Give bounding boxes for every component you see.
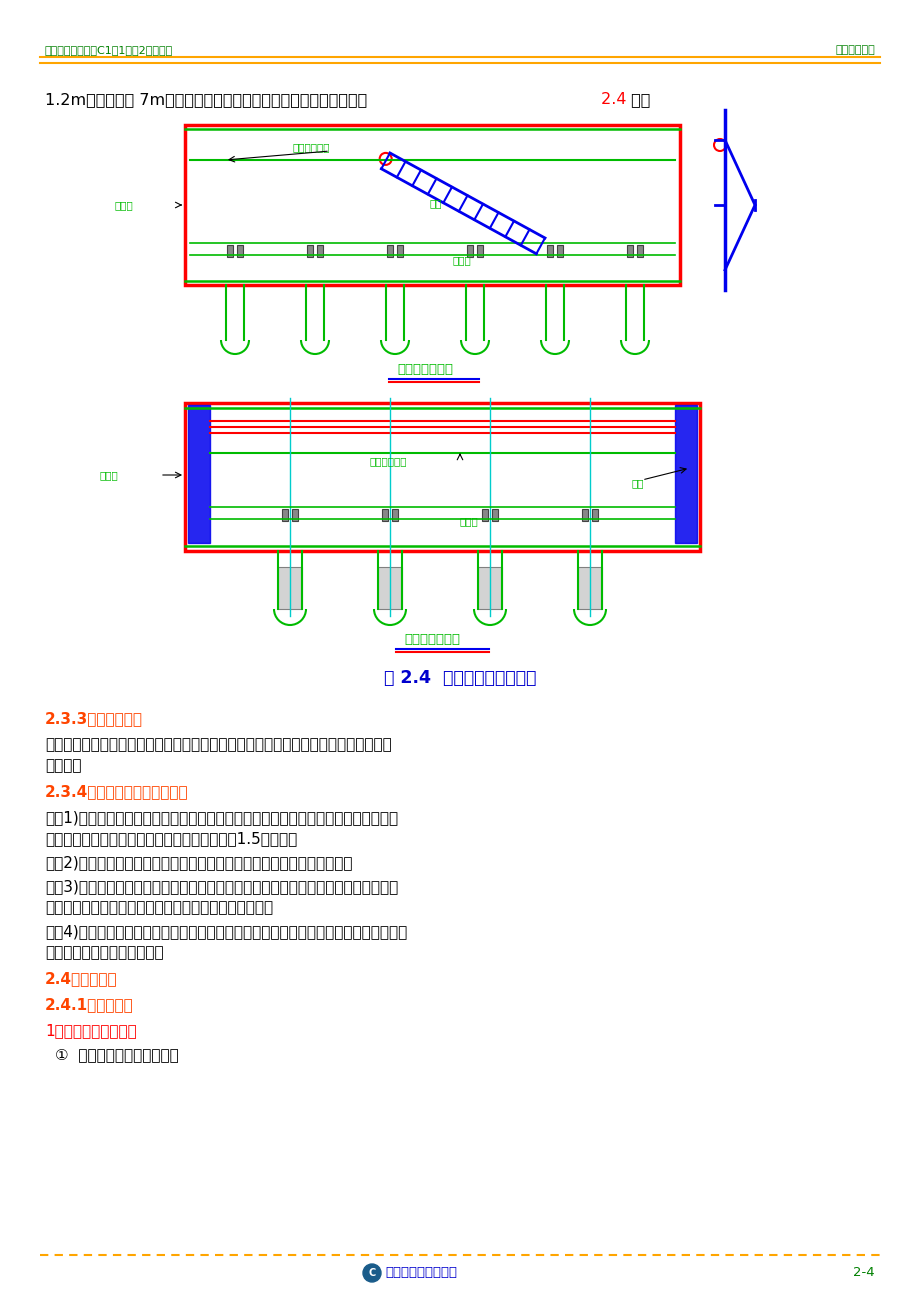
Bar xyxy=(307,245,312,256)
Text: 然后绑扎喇叭口钢筋的箍筋。: 然后绑扎喇叭口钢筋的箍筋。 xyxy=(45,945,164,960)
Bar xyxy=(636,245,642,256)
Text: 1.2m宽，总高度 7m的踏步斜楼梯，方便工作人员上下。其简图见图: 1.2m宽，总高度 7m的踏步斜楼梯，方便工作人员上下。其简图见图 xyxy=(45,92,367,107)
Text: 2.4: 2.4 xyxy=(596,92,626,107)
Bar xyxy=(675,405,697,543)
Bar xyxy=(378,566,402,609)
Bar xyxy=(381,509,388,521)
Text: 吊箱钢管内撑: 吊箱钢管内撑 xyxy=(292,142,330,152)
Bar xyxy=(317,245,323,256)
Text: 施工组织设计: 施工组织设计 xyxy=(834,46,874,55)
Bar xyxy=(185,404,699,551)
Bar xyxy=(187,405,210,543)
Text: 成压杆。: 成压杆。 xyxy=(45,758,82,773)
Bar xyxy=(467,245,472,256)
Bar xyxy=(482,509,487,521)
Text: 钢吊箱: 钢吊箱 xyxy=(115,201,133,210)
Text: 2-4: 2-4 xyxy=(853,1267,874,1280)
Text: 封底砼: 封底砼 xyxy=(460,516,478,526)
Bar xyxy=(387,245,392,256)
Bar xyxy=(627,245,632,256)
Text: 钢吊箱: 钢吊箱 xyxy=(100,470,119,480)
Bar xyxy=(237,245,243,256)
Bar xyxy=(582,509,587,521)
Bar xyxy=(556,245,562,256)
Bar xyxy=(577,566,601,609)
Bar xyxy=(492,509,497,521)
Text: ①  宜采用胶合板或钢模板。: ① 宜采用胶合板或钢模板。 xyxy=(55,1047,178,1062)
Text: 确保桩基混凝土质量，凿除混凝土标高控制在－1.5米左右；: 确保桩基混凝土质量，凿除混凝土标高控制在－1.5米左右； xyxy=(45,831,297,846)
Bar xyxy=(185,125,679,285)
Text: 斜梯: 斜梯 xyxy=(631,478,644,488)
Bar xyxy=(227,245,233,256)
Text: 图 2.4  吊箱壁人行通道简图: 图 2.4 吊箱壁人行通道简图 xyxy=(383,669,536,687)
Bar xyxy=(391,509,398,521)
Text: 吊箱钢管内撑: 吊箱钢管内撑 xyxy=(369,456,407,466)
Text: 2.3.3、护筒的割除: 2.3.3、护筒的割除 xyxy=(45,711,142,727)
Text: 吊箱棱梯立面图: 吊箱棱梯立面图 xyxy=(403,633,460,646)
Text: 封底砼: 封底砼 xyxy=(452,255,471,266)
Text: 1)、桩基混凝土浇注完成并初凝后，先凿除护筒内部分高出设计标高的混凝土，为: 1)、桩基混凝土浇注完成并初凝后，先凿除护筒内部分高出设计标高的混凝土，为 xyxy=(45,810,398,825)
Bar xyxy=(291,509,298,521)
Text: 吊箱棱梯侧面图: 吊箱棱梯侧面图 xyxy=(397,363,452,376)
Text: 示：: 示： xyxy=(625,92,650,107)
Bar xyxy=(397,245,403,256)
Bar xyxy=(278,566,301,609)
Text: 2.3.4、桩头及封底混凝土处理: 2.3.4、桩头及封底混凝土处理 xyxy=(45,784,188,799)
Text: 抽水、安装钢支撑同时，割除护筒，同时割除吊箱的拉杆，并逐步与护筒焊接，形: 抽水、安装钢支撑同时，割除护筒，同时割除吊箱的拉杆，并逐步与护筒焊接，形 xyxy=(45,737,391,753)
Circle shape xyxy=(363,1264,380,1282)
Text: 4)、封底混凝土处理完毕，将封底砼顶面打扫干净。并将桩顶伸出钢筋调直，理顺，: 4)、封底混凝土处理完毕，将封底砼顶面打扫干净。并将桩顶伸出钢筋调直，理顺， xyxy=(45,924,407,939)
Bar xyxy=(591,509,597,521)
Text: 斜梯: 斜梯 xyxy=(429,198,442,208)
Text: 2.4.1、模板设计: 2.4.1、模板设计 xyxy=(45,997,133,1012)
Bar xyxy=(282,509,288,521)
Text: 中港第二航务工程局: 中港第二航务工程局 xyxy=(384,1267,457,1280)
Bar xyxy=(478,566,502,609)
Text: C: C xyxy=(368,1268,375,1279)
Bar xyxy=(476,245,482,256)
Text: 苏通长江公路大桥C1标1井、2井级承台: 苏通长江公路大桥C1标1井、2井级承台 xyxy=(45,46,173,55)
Bar xyxy=(547,245,552,256)
Text: 2.4、模板工程: 2.4、模板工程 xyxy=(45,971,118,986)
Text: 1）承台模板设计原则: 1）承台模板设计原则 xyxy=(45,1023,137,1038)
Text: 2)、护筒割除后，在按设计标高控制采用风镐凿除桩顶多余的混凝土。: 2)、护筒割除后，在按设计标高控制采用风镐凿除桩顶多余的混凝土。 xyxy=(45,855,352,870)
Text: 人工和风镐两种方法配合的方式凿除多余的封底混凝土。: 人工和风镐两种方法配合的方式凿除多余的封底混凝土。 xyxy=(45,900,273,915)
Text: 3)、桩头处理完毕，将封底砼顶面杂物清除，并按设计封底混凝土标高控制，采用: 3)、桩头处理完毕，将封底砼顶面杂物清除，并按设计封底混凝土标高控制，采用 xyxy=(45,879,398,894)
